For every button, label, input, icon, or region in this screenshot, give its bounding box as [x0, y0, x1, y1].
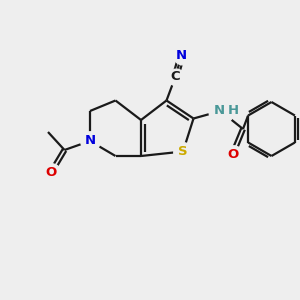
Text: O: O: [227, 148, 238, 161]
Text: N: N: [84, 134, 96, 148]
Text: S: S: [178, 145, 188, 158]
Text: O: O: [45, 166, 57, 179]
Text: N: N: [176, 49, 187, 62]
Text: H: H: [227, 104, 239, 118]
Text: C: C: [171, 70, 180, 83]
Text: N: N: [213, 104, 225, 118]
